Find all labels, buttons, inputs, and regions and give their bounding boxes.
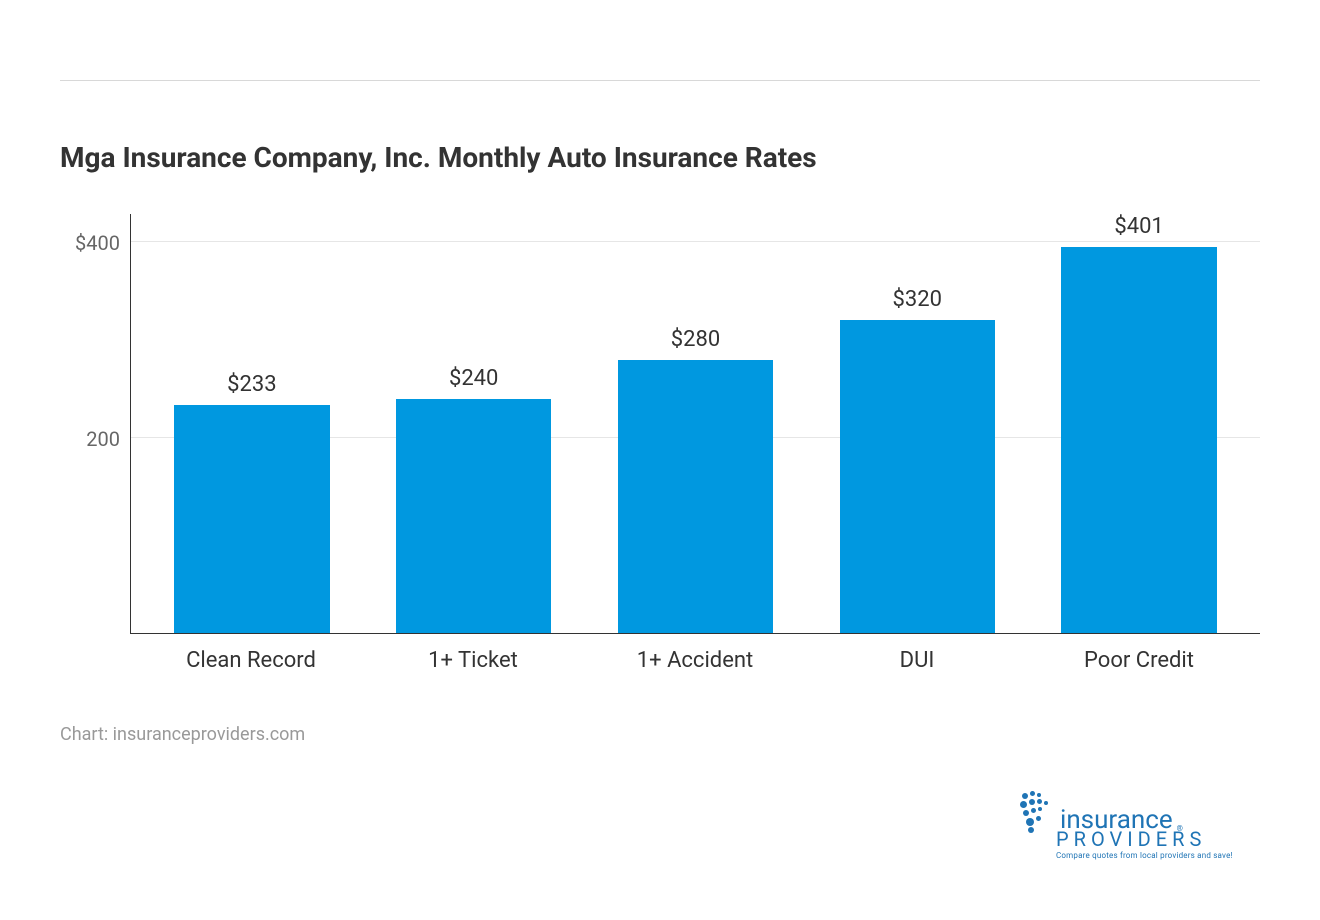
bar-value-label: $280 [671,327,720,352]
bar-slot: $240 [363,214,585,633]
bar [840,320,995,633]
bar-value-label: $233 [227,372,276,397]
bar-slot: $233 [141,214,363,633]
logo-tagline: Compare quotes from local providers and … [1056,851,1250,860]
y-tick-200: 200 [60,427,120,451]
chart-title: Mga Insurance Company, Inc. Monthly Auto… [60,141,1260,174]
bar [174,405,329,633]
bars-row: $233 $240 $280 $320 $401 [131,214,1260,633]
bar-slot: $401 [1028,214,1250,633]
bar [618,360,773,633]
bar-value-label: $240 [449,366,498,391]
bar [396,399,551,633]
logo-word-providers: PROVIDERS [1056,829,1250,849]
bar-slot: $320 [806,214,1028,633]
plot-area: $233 $240 $280 $320 $401 [130,214,1260,634]
x-axis-label: Clean Record [140,634,362,694]
x-axis-label: Poor Credit [1028,634,1250,694]
top-divider [60,80,1260,81]
logo-dots-icon [1020,791,1056,833]
bar [1061,247,1216,633]
x-axis-label: DUI [806,634,1028,694]
y-tick-400: $400 [60,231,120,255]
chart-credit: Chart: insuranceproviders.com [60,724,1260,745]
x-axis-label: 1+ Ticket [362,634,584,694]
bar-slot: $280 [585,214,807,633]
x-labels-row: Clean Record1+ Ticket1+ AccidentDUIPoor … [130,634,1260,694]
chart-container: $233 $240 $280 $320 $401 200 $400 Clean Reco… [60,214,1260,694]
brand-logo: insurance® PROVIDERS Compare quotes from… [1020,791,1250,860]
bar-value-label: $320 [893,287,942,312]
x-axis-label: 1+ Accident [584,634,806,694]
bar-value-label: $401 [1114,214,1163,239]
